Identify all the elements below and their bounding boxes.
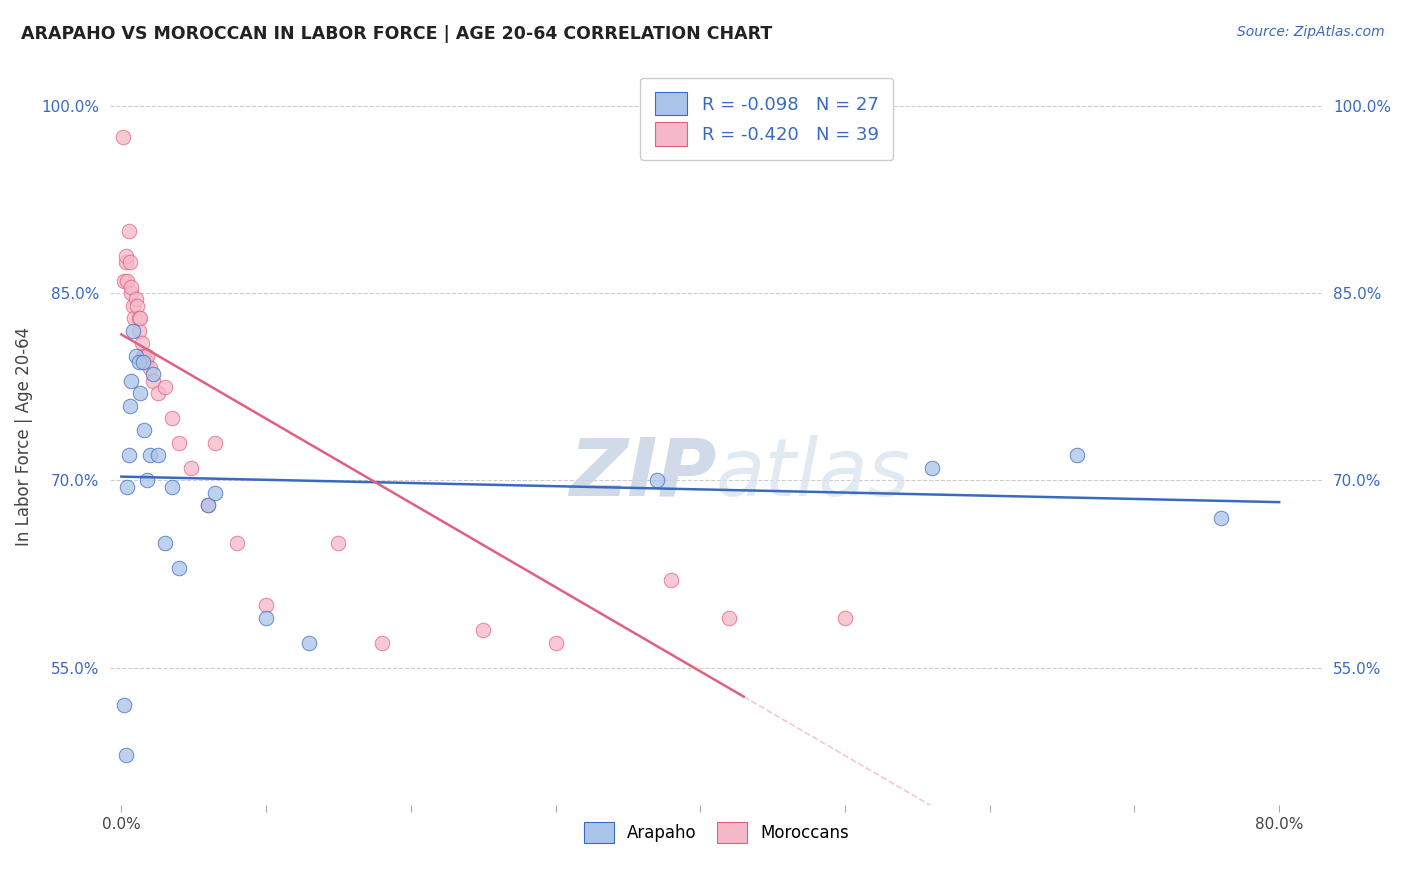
Point: [226, 536, 249, 550]
Point: [160, 411, 183, 425]
Point: [128, 324, 150, 338]
Point: [117, 449, 139, 463]
Point: [834, 610, 856, 624]
Point: [125, 293, 148, 307]
Point: [129, 311, 152, 326]
Point: [204, 436, 226, 450]
Point: [921, 461, 943, 475]
Point: [371, 635, 394, 649]
Point: [1211, 511, 1233, 525]
Point: [131, 336, 153, 351]
Point: [254, 598, 277, 612]
Point: [112, 698, 135, 712]
Point: [146, 449, 169, 463]
Point: [139, 449, 162, 463]
Point: [117, 224, 139, 238]
Legend: R = -0.098   N = 27, R = -0.420   N = 39: R = -0.098 N = 27, R = -0.420 N = 39: [640, 78, 893, 160]
Point: [122, 324, 145, 338]
Text: ZIP: ZIP: [569, 434, 716, 513]
Point: [136, 349, 159, 363]
Point: [122, 299, 145, 313]
Point: [718, 610, 741, 624]
Point: [142, 374, 165, 388]
Point: [111, 130, 134, 145]
Point: [153, 536, 176, 550]
Point: [120, 286, 142, 301]
Point: [544, 635, 567, 649]
Point: [115, 274, 138, 288]
Point: [127, 299, 149, 313]
Point: [204, 486, 226, 500]
Point: [645, 474, 668, 488]
Point: [118, 399, 141, 413]
Point: [160, 480, 183, 494]
Point: [167, 436, 190, 450]
Point: [120, 280, 142, 294]
Text: atlas: atlas: [716, 434, 911, 513]
Point: [118, 255, 141, 269]
Point: [142, 368, 165, 382]
Point: [254, 610, 277, 624]
Point: [1066, 449, 1088, 463]
Point: [114, 747, 136, 762]
Text: Source: ZipAtlas.com: Source: ZipAtlas.com: [1237, 25, 1385, 39]
Point: [328, 536, 350, 550]
Point: [135, 355, 157, 369]
Point: [298, 635, 321, 649]
Point: [128, 311, 150, 326]
Point: [114, 249, 136, 263]
Point: [124, 311, 146, 326]
Point: [139, 361, 162, 376]
Point: [112, 274, 135, 288]
Point: [146, 386, 169, 401]
Point: [132, 355, 155, 369]
Text: ARAPAHO VS MOROCCAN IN LABOR FORCE | AGE 20-64 CORRELATION CHART: ARAPAHO VS MOROCCAN IN LABOR FORCE | AGE…: [21, 25, 772, 43]
Point: [132, 349, 155, 363]
Y-axis label: In Labor Force | Age 20-64: In Labor Force | Age 20-64: [15, 327, 32, 546]
Point: [125, 349, 148, 363]
Point: [128, 355, 150, 369]
Point: [115, 480, 138, 494]
Point: [136, 474, 159, 488]
Point: [129, 386, 152, 401]
Point: [134, 349, 156, 363]
Point: [114, 255, 136, 269]
Point: [659, 573, 682, 587]
Point: [197, 499, 219, 513]
Point: [197, 499, 219, 513]
Point: [167, 561, 190, 575]
Point: [134, 424, 156, 438]
Point: [180, 461, 202, 475]
Point: [120, 374, 142, 388]
Point: [472, 623, 495, 637]
Point: [153, 380, 176, 394]
